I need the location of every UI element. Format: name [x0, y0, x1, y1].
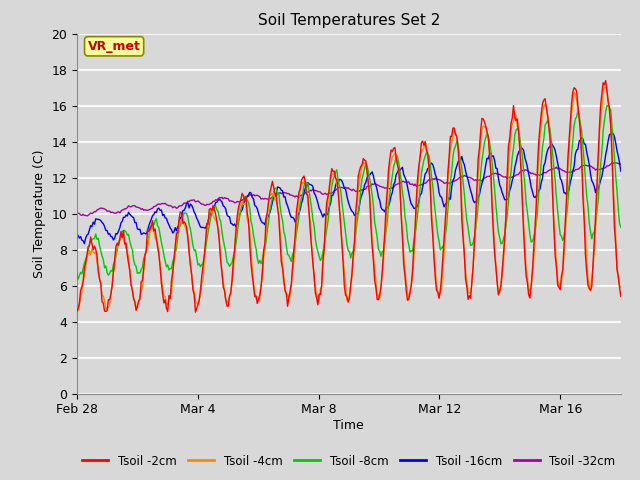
Text: VR_met: VR_met — [88, 40, 141, 53]
Title: Soil Temperatures Set 2: Soil Temperatures Set 2 — [258, 13, 440, 28]
Y-axis label: Soil Temperature (C): Soil Temperature (C) — [33, 149, 45, 278]
Legend: Tsoil -2cm, Tsoil -4cm, Tsoil -8cm, Tsoil -16cm, Tsoil -32cm: Tsoil -2cm, Tsoil -4cm, Tsoil -8cm, Tsoi… — [77, 450, 620, 472]
X-axis label: Time: Time — [333, 419, 364, 432]
